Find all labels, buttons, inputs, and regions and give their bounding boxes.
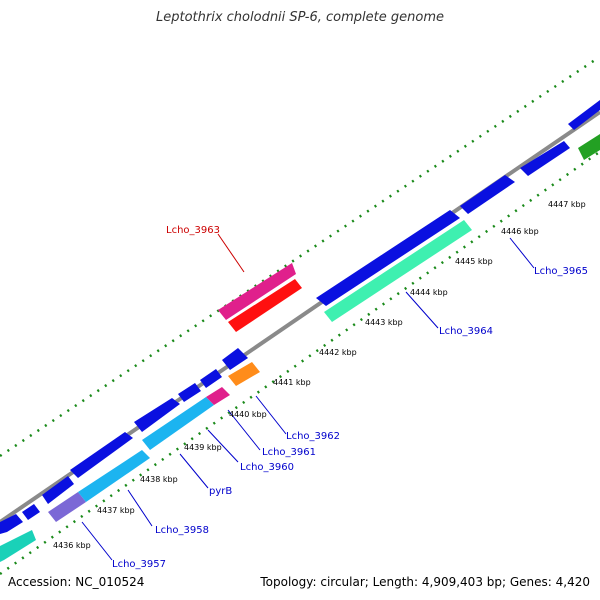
gene-label-lcho-3961[interactable]: Lcho_3961 [262,447,316,458]
gene-arrow [134,398,180,432]
gene-arrow [218,263,296,320]
gene-arrow [200,369,222,388]
kbp-label: 4445 kbp [455,257,493,266]
forward-genes [0,100,600,534]
map-title: Leptothrix cholodnii SP-6, complete geno… [156,10,444,25]
kbp-label: 4446 kbp [501,227,539,236]
kbp-label: 4439 kbp [184,443,222,452]
inner-tick-track [0,151,599,576]
gene-label-lcho-3963[interactable]: Lcho_3963 [166,225,220,236]
gene-arrow [324,220,472,322]
kbp-labels: 4436 kbp 4437 kbp 4438 kbp 4439 kbp 4440… [53,200,586,550]
gene-arrow [228,362,260,386]
reverse-genes [0,220,472,562]
gene-label-lcho-3962[interactable]: Lcho_3962 [286,431,340,442]
gene-arrow [578,134,600,160]
gene-arrow [48,492,86,522]
gene-label-lcho-3958[interactable]: Lcho_3958 [155,525,209,536]
kbp-label: 4440 kbp [229,410,267,419]
kbp-label: 4438 kbp [140,475,178,484]
kbp-label: 4437 kbp [97,506,135,515]
kbp-label: 4441 kbp [273,378,311,387]
gene-arrow [0,530,36,562]
kbp-label: 4444 kbp [410,288,448,297]
gene-arrow [568,100,600,130]
gene-label-lcho-3957[interactable]: Lcho_3957 [112,559,166,570]
gene-labels: Lcho_3957 Lcho_3958 pyrB Lcho_3960 Lcho_… [112,225,588,570]
gene-label-pyrb[interactable]: pyrB [209,486,232,497]
accession-text: Accession: NC_010524 [8,575,145,589]
kbp-label: 4443 kbp [365,318,403,327]
gene-arrow [22,504,40,520]
gene-arrow [206,387,230,405]
gene-arrow [42,476,74,504]
gene-arrow [228,279,302,332]
outer-tick-track [0,56,599,458]
gene-arrow [222,348,248,370]
gene-arrow [0,514,23,534]
gene-arrow [78,450,150,502]
gene-arrow [460,175,515,214]
kbp-label: 4436 kbp [53,541,91,550]
gene-label-lcho-3964[interactable]: Lcho_3964 [439,326,493,337]
gene-label-lcho-3965[interactable]: Lcho_3965 [534,266,588,277]
gene-arrow [142,397,214,450]
genome-summary-text: Topology: circular; Length: 4,909,403 bp… [260,575,590,589]
kbp-label: 4447 kbp [548,200,586,209]
gene-label-lcho-3960[interactable]: Lcho_3960 [240,462,294,473]
kbp-label: 4442 kbp [319,348,357,357]
gene-arrow [178,383,201,402]
gene-arrow [520,141,570,176]
gene-arrow [316,210,460,306]
gene-leader-lines [81,233,535,561]
gene-arrow [70,432,133,478]
